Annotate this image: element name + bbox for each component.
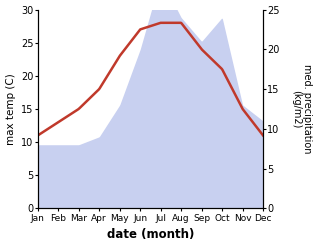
X-axis label: date (month): date (month) [107, 228, 194, 242]
Y-axis label: med. precipitation
(kg/m2): med. precipitation (kg/m2) [291, 64, 313, 154]
Y-axis label: max temp (C): max temp (C) [5, 73, 16, 145]
